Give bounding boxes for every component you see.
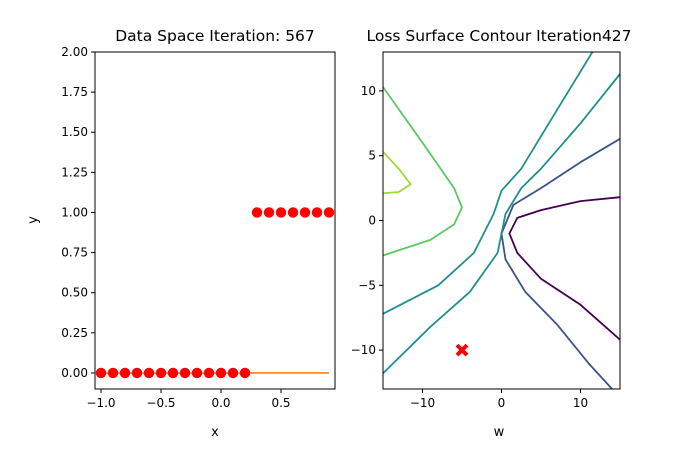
- data-space-y-tick-label: 1.00: [61, 205, 88, 219]
- current-weight-marker: [455, 343, 469, 357]
- loss-contour-x-label: w: [494, 425, 505, 440]
- contour-line: [383, 151, 412, 195]
- data-point: [131, 367, 143, 379]
- data-space-x-tick-label: −0.5: [146, 396, 175, 410]
- contour-lines: [383, 52, 620, 389]
- data-space-x-tick-label: −1.0: [86, 396, 115, 410]
- data-space-y-tick-label: 1.50: [61, 125, 88, 139]
- data-space-plot: Data Space Iteration: 567 x y −1.0 −0.5 0.…: [26, 27, 336, 440]
- data-space-y-tick-label: 2.00: [61, 45, 88, 59]
- data-point: [263, 207, 275, 218]
- loss-contour-y-tick-label: 5: [368, 149, 376, 163]
- data-point: [251, 207, 263, 218]
- loss-contour-axes-frame: [382, 51, 621, 390]
- data-point: [275, 207, 287, 218]
- data-point: [107, 367, 119, 379]
- data-point: [179, 367, 191, 379]
- data-point: [287, 207, 299, 218]
- data-space-marks: [95, 207, 335, 379]
- data-point: [155, 367, 167, 379]
- data-point: [299, 207, 311, 218]
- loss-contour-plot: Loss Surface Contour Iteration427 w −10 0…: [351, 27, 632, 440]
- data-space-y-tick-label: 1.75: [61, 85, 88, 99]
- contour-line: [383, 52, 594, 315]
- data-space-y-tick-label: 1.25: [61, 165, 88, 179]
- data-point: [119, 367, 131, 379]
- data-space-x-tick-label: 0.5: [271, 396, 290, 410]
- loss-contour-marks: [383, 52, 620, 389]
- data-point: [143, 367, 155, 379]
- data-space-y-tick-label: 0.00: [61, 366, 88, 380]
- data-space-axes-frame: [94, 51, 336, 390]
- data-point: [191, 367, 203, 379]
- data-space-x-tick-label: 0.0: [211, 396, 230, 410]
- data-space-title: Data Space Iteration: 567: [115, 27, 315, 45]
- loss-contour-ticks: −10 0 10 −10 −5 0 5 10: [351, 84, 588, 410]
- contour-line: [383, 73, 620, 375]
- data-space-y-tick-label: 0.75: [61, 246, 88, 260]
- data-space-y-label: y: [26, 216, 41, 224]
- data-point: [203, 367, 215, 379]
- data-point: [167, 367, 179, 379]
- data-space-y-tick-label: 0.50: [61, 286, 88, 300]
- loss-contour-x-tick-label: −10: [410, 396, 435, 410]
- contour-line: [508, 196, 620, 341]
- loss-contour-y-tick-label: −10: [351, 343, 376, 357]
- data-point: [323, 207, 335, 218]
- data-point: [95, 367, 107, 379]
- loss-contour-x-tick-label: 0: [498, 396, 506, 410]
- loss-contour-title: Loss Surface Contour Iteration427: [366, 27, 631, 45]
- loss-contour-y-tick-label: 0: [368, 214, 376, 228]
- loss-contour-y-tick-label: 10: [361, 84, 376, 98]
- data-space-ticks: −1.0 −0.5 0.0 0.5 0.00 0.25 0.50 0.75 1.00 1.25 1.…: [61, 45, 290, 410]
- loss-contour-x-tick-label: 10: [573, 396, 588, 410]
- loss-contour-y-tick-label: −5: [358, 278, 376, 292]
- data-point: [227, 367, 239, 379]
- data-space-x-label: x: [211, 425, 219, 440]
- contour-line: [383, 86, 463, 257]
- data-point: [311, 207, 323, 218]
- data-point: [239, 367, 251, 379]
- data-space-y-tick-label: 0.25: [61, 326, 88, 340]
- contour-line: [500, 138, 620, 389]
- data-point: [215, 367, 227, 379]
